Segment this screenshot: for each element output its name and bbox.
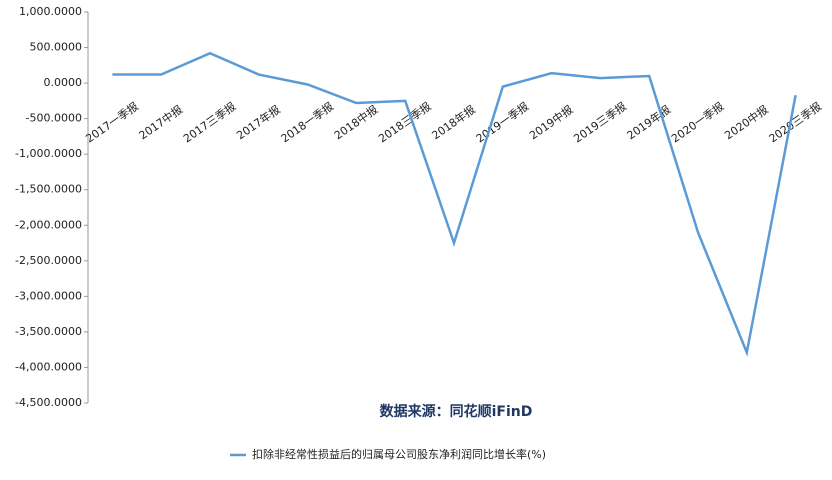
x-tick-label: 2017中报 <box>136 102 185 142</box>
y-tick-label: -1,000.0000 <box>15 147 82 160</box>
source-note: 数据来源：同花顺iFinD <box>380 403 533 420</box>
y-tick-label: 0.0000 <box>44 76 83 89</box>
x-tick-label: 2019中报 <box>527 102 576 142</box>
x-tick-label: 2019年报 <box>624 102 673 142</box>
y-tick-label: 500.0000 <box>30 41 83 54</box>
y-tick-label: -3,000.0000 <box>15 289 82 302</box>
x-tick-label: 2019一季报 <box>473 99 531 145</box>
y-tick-label: -1,500.0000 <box>15 183 82 196</box>
x-tick-label: 2017三季报 <box>180 99 238 145</box>
y-tick-label: -4,000.0000 <box>15 360 82 373</box>
y-tick-label: -500.0000 <box>26 112 82 125</box>
x-tick-label: 2017一季报 <box>83 99 141 145</box>
x-tick-label: 2018中报 <box>331 102 380 142</box>
y-tick-label: -4,500.0000 <box>15 396 82 409</box>
y-tick-label: -2,000.0000 <box>15 218 82 231</box>
x-tick-label: 2018年报 <box>429 102 478 142</box>
x-tick-label: 2018一季报 <box>278 99 336 145</box>
x-tick-label: 2020中报 <box>722 102 771 142</box>
legend-label: 扣除非经常性损益后的归属母公司股东净利润同比增长率(%) <box>252 447 546 461</box>
x-tick-label: 2020一季报 <box>668 99 726 145</box>
x-tick-label: 2020三季报 <box>766 99 824 145</box>
y-tick-label: 1,000.0000 <box>19 5 82 18</box>
x-tick-label: 2019三季报 <box>571 99 629 145</box>
x-tick-label: 2017年报 <box>234 102 283 142</box>
y-tick-label: -3,500.0000 <box>15 325 82 338</box>
x-tick-label: 2018三季报 <box>376 99 434 145</box>
data-line <box>112 51 797 357</box>
y-tick-label: -2,500.0000 <box>15 254 82 267</box>
